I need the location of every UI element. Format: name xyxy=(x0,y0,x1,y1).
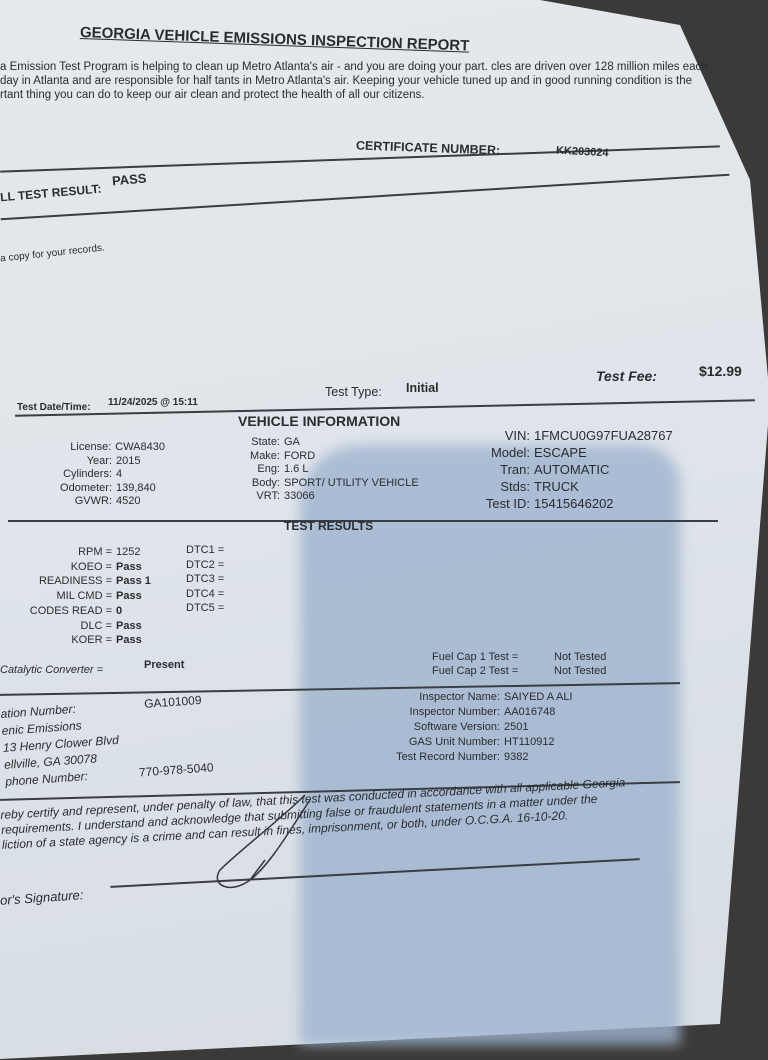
catalytic-label: Catalytic Converter = xyxy=(0,664,104,676)
year-label: Year: xyxy=(86,454,112,467)
fee-label: Test Fee: xyxy=(596,368,657,384)
vin-label: VIN: xyxy=(504,428,530,443)
dtc2: DTC2 = xyxy=(186,558,225,571)
codes-read-value: 0 xyxy=(116,604,123,617)
dtc-list: DTC1 = DTC2 = DTC3 = DTC4 = DTC5 = xyxy=(186,543,224,616)
license-value: CWA8430 xyxy=(115,441,165,453)
odometer-value: 139,840 xyxy=(116,481,156,494)
inspector-signature xyxy=(216,794,311,889)
state-label: State: xyxy=(251,436,280,448)
test-id-label: Test ID: xyxy=(485,496,530,511)
dtc1: DTC1 = xyxy=(186,544,225,556)
state-value: GA xyxy=(284,436,300,448)
date-label: Test Date/Time: xyxy=(17,402,91,413)
model-label: Model: xyxy=(490,445,530,460)
dtc5: DTC5 = xyxy=(186,602,225,614)
koeo-label: KOEO = xyxy=(70,560,112,573)
fuel-cap2-value: Not Tested xyxy=(554,665,607,677)
dtc3: DTC3 = xyxy=(186,573,225,585)
odometer-label: Odometer: xyxy=(60,481,112,494)
cylinders-label: Cylinders: xyxy=(63,468,112,480)
rpm-label: RPM = xyxy=(78,546,112,558)
year-value: 2015 xyxy=(116,454,141,467)
intro-paragraph: a Emission Test Program is helping to cl… xyxy=(0,61,708,101)
vrt-value: 33066 xyxy=(284,490,315,502)
model-value: ESCAPE xyxy=(534,445,587,460)
license-label: License: xyxy=(70,441,112,453)
hand-shadow xyxy=(300,445,680,1045)
test-fee: $12.99 xyxy=(699,363,742,379)
body-label: Body: xyxy=(251,476,280,489)
transmission-label: Tran: xyxy=(500,462,530,477)
vehicle-info-heading: VEHICLE INFORMATION xyxy=(238,413,401,429)
station-info: ation Number: GA101009 enic Emissions 13 … xyxy=(0,691,214,790)
dlc-value: Pass xyxy=(116,619,142,632)
gas-unit-number: HT110912 xyxy=(504,736,555,748)
gvwr-value: 4520 xyxy=(116,495,141,507)
cylinders-value: 4 xyxy=(116,468,123,480)
test-record-number: 9382 xyxy=(504,751,529,763)
vin-value: 1FMCU0G97FUA28767 xyxy=(534,428,673,443)
test-type-label: Test Type: xyxy=(325,385,382,399)
test-record-label: Test Record Number: xyxy=(396,751,500,763)
make-value: FORD xyxy=(284,449,316,462)
test-results-heading: TEST RESULTS xyxy=(284,519,374,533)
fuel-cap1-value: Not Tested xyxy=(554,651,607,663)
readiness-label: READINESS = xyxy=(38,575,112,588)
body-value: SPORT/ UTILITY VEHICLE xyxy=(284,476,419,489)
engine-value: 1.6 L xyxy=(284,463,309,475)
koer-label: KOER = xyxy=(71,634,112,647)
test-id-value: 15415646202 xyxy=(534,496,614,511)
standards-value: TRUCK xyxy=(534,479,579,494)
inspector-number: AA016748 xyxy=(504,706,556,718)
make-label: Make: xyxy=(250,449,280,462)
readiness-value: Pass 1 xyxy=(116,575,151,588)
software-version-label: Software Version: xyxy=(413,721,500,733)
overall-result: PASS xyxy=(111,170,148,189)
test-type: Initial xyxy=(406,381,439,395)
vehicle-left-column: License: CWA8430 Year: 2015 Cylinders: 4 Od… xyxy=(40,441,165,509)
codes-read-label: CODES READ = xyxy=(29,604,112,617)
engine-label: Eng: xyxy=(257,463,280,475)
vrt-label: VRT: xyxy=(256,490,280,502)
inspector-number-label: Inspector Number: xyxy=(409,706,500,718)
fuel-cap1-label: Fuel Cap 1 Test = xyxy=(432,651,519,663)
vehicle-right-column: VIN: 1FMCU0G97FUA28767 Model: ESCAPE Tran:… xyxy=(460,427,673,512)
dtc4: DTC4 = xyxy=(186,587,225,600)
dlc-label: DLC = xyxy=(80,619,113,632)
gvwr-label: GVWR: xyxy=(74,495,112,507)
standards-label: Stds: xyxy=(500,479,530,494)
test-date: 11/24/2025 @ 15:11 xyxy=(108,397,198,408)
rpm-value: 1252 xyxy=(116,546,141,558)
koer-value: Pass xyxy=(116,634,142,647)
software-version: 2501 xyxy=(504,721,529,733)
inspector-info: Inspector Name: SAIYED A ALI Inspector Nu… xyxy=(380,690,573,765)
gas-unit-label: GAS Unit Number: xyxy=(408,736,500,748)
koeo-value: Pass xyxy=(116,560,142,573)
inspector-name: SAIYED A ALI xyxy=(504,691,573,703)
mil-cmd-value: Pass xyxy=(116,590,142,603)
transmission-value: AUTOMATIC xyxy=(534,462,610,477)
fuel-cap2-label: Fuel Cap 2 Test = xyxy=(432,665,519,677)
vehicle-mid-column: State: GA Make: FORD Eng: 1.6 L Body: SPORT/… xyxy=(220,436,419,504)
divider xyxy=(8,520,718,522)
catalytic-value: Present xyxy=(144,659,185,671)
mil-cmd-label: MIL CMD = xyxy=(56,590,112,603)
fuel-cap-results: Fuel Cap 1 Test = Not Tested Fuel Cap 2 T… xyxy=(432,650,606,678)
inspector-name-label: Inspector Name: xyxy=(419,691,500,703)
obd-results: RPM = 1252 KOEO = Pass READINESS = Pass 1 M… xyxy=(10,545,151,648)
